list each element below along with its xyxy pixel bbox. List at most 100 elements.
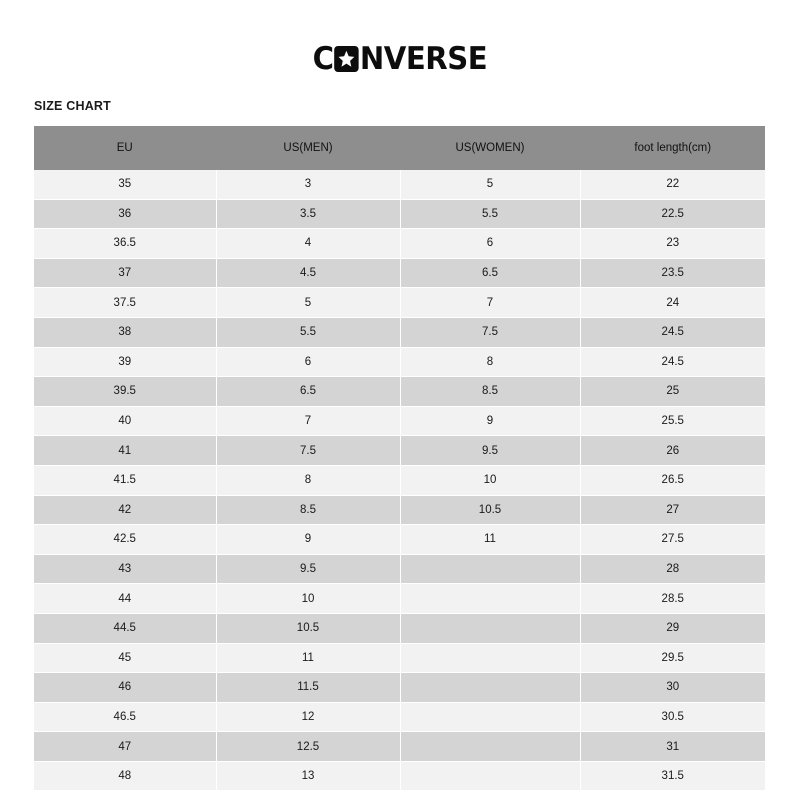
cell-us-women	[400, 731, 581, 762]
cell-eu: 41	[34, 435, 217, 466]
column-header-eu: EU	[34, 126, 217, 170]
cell-eu: 37	[34, 258, 217, 289]
cell-us-men: 12	[216, 702, 401, 733]
cell-foot-length: 26	[580, 435, 765, 466]
cell-us-women	[400, 672, 581, 703]
table-row: 45 11 29.5	[34, 643, 765, 674]
cell-us-men: 8	[216, 465, 401, 496]
table-row: 47 12.5 31	[34, 731, 765, 762]
cell-us-women: 7.5	[400, 317, 581, 348]
cell-eu: 46	[34, 672, 217, 703]
cell-eu: 48	[34, 761, 217, 792]
cell-us-women: 5	[400, 170, 581, 200]
table-row: 44.5 10.5 29	[34, 613, 765, 644]
cell-eu: 42.5	[34, 524, 217, 555]
cell-eu: 41.5	[34, 465, 217, 496]
cell-foot-length: 27.5	[580, 524, 765, 555]
cell-foot-length: 29	[580, 613, 765, 644]
cell-foot-length: 27	[580, 495, 765, 526]
cell-foot-length: 22.5	[580, 199, 765, 230]
page-title: SIZE CHART	[34, 99, 111, 113]
cell-eu: 45	[34, 643, 217, 674]
cell-foot-length: 23	[580, 228, 765, 259]
cell-eu: 40	[34, 406, 217, 437]
cell-us-women: 6.5	[400, 258, 581, 289]
cell-eu: 43	[34, 554, 217, 585]
cell-us-men: 10.5	[216, 613, 401, 644]
cell-eu: 35	[34, 170, 217, 200]
column-header-us-men: US(MEN)	[216, 126, 401, 170]
cell-us-women	[400, 761, 581, 792]
table-row: 37 4.5 6.5 23.5	[34, 258, 765, 289]
cell-eu: 44.5	[34, 613, 217, 644]
table-row: 48 13 31.5	[34, 761, 765, 792]
cell-us-men: 3.5	[216, 199, 401, 230]
table-row: 36 3.5 5.5 22.5	[34, 199, 765, 230]
table-row: 42.5 9 11 27.5	[34, 524, 765, 555]
table-row: 40 7 9 25.5	[34, 406, 765, 437]
cell-us-women: 9	[400, 406, 581, 437]
brand-wordmark: C NVERSE	[312, 40, 488, 77]
cell-foot-length: 24.5	[580, 317, 765, 348]
cell-us-women	[400, 583, 581, 614]
cell-eu: 36	[34, 199, 217, 230]
brand-logo: C NVERSE	[0, 40, 800, 78]
size-chart-table: EU US(MEN) US(WOMEN) foot length(cm) 35 3…	[34, 126, 765, 792]
cell-foot-length: 30	[580, 672, 765, 703]
cell-us-men: 3	[216, 170, 401, 200]
table-row: 41.5 8 10 26.5	[34, 465, 765, 496]
cell-us-men: 11.5	[216, 672, 401, 703]
cell-eu: 36.5	[34, 228, 217, 259]
table-header: EU US(MEN) US(WOMEN) foot length(cm)	[34, 126, 765, 170]
cell-us-women: 10.5	[400, 495, 581, 526]
cell-eu: 37.5	[34, 287, 217, 318]
cell-eu: 39	[34, 347, 217, 378]
cell-foot-length: 31	[580, 731, 765, 762]
column-header-foot-length: foot length(cm)	[580, 126, 765, 170]
table-row: 39 6 8 24.5	[34, 347, 765, 378]
cell-foot-length: 31.5	[580, 761, 765, 792]
table-row: 41 7.5 9.5 26	[34, 435, 765, 466]
cell-foot-length: 28.5	[580, 583, 765, 614]
brand-text-before: C	[312, 40, 334, 77]
cell-us-women: 5.5	[400, 199, 581, 230]
cell-us-women: 8.5	[400, 376, 581, 407]
table-row: 35 3 5 22	[34, 170, 765, 200]
cell-us-men: 9.5	[216, 554, 401, 585]
cell-us-men: 11	[216, 643, 401, 674]
table-header-row: EU US(MEN) US(WOMEN) foot length(cm)	[34, 126, 765, 170]
cell-us-men: 7.5	[216, 435, 401, 466]
cell-us-men: 9	[216, 524, 401, 555]
table-row: 37.5 5 7 24	[34, 287, 765, 318]
cell-us-women	[400, 554, 581, 585]
cell-foot-length: 30.5	[580, 702, 765, 733]
cell-foot-length: 24	[580, 287, 765, 318]
cell-eu: 42	[34, 495, 217, 526]
star-icon	[334, 46, 359, 72]
table-row: 44 10 28.5	[34, 583, 765, 614]
cell-us-women: 9.5	[400, 435, 581, 466]
cell-foot-length: 22	[580, 170, 765, 200]
table-row: 43 9.5 28	[34, 554, 765, 585]
size-chart-container: EU US(MEN) US(WOMEN) foot length(cm) 35 3…	[34, 126, 765, 792]
cell-foot-length: 29.5	[580, 643, 765, 674]
cell-foot-length: 24.5	[580, 347, 765, 378]
cell-us-men: 4	[216, 228, 401, 259]
cell-foot-length: 26.5	[580, 465, 765, 496]
cell-us-men: 10	[216, 583, 401, 614]
cell-foot-length: 28	[580, 554, 765, 585]
cell-eu: 39.5	[34, 376, 217, 407]
table-row: 39.5 6.5 8.5 25	[34, 376, 765, 407]
cell-us-men: 12.5	[216, 731, 401, 762]
cell-us-women: 10	[400, 465, 581, 496]
cell-foot-length: 25	[580, 376, 765, 407]
brand-text-after: NVERSE	[359, 40, 488, 77]
cell-eu: 38	[34, 317, 217, 348]
table-row: 36.5 4 6 23	[34, 228, 765, 259]
column-header-us-women: US(WOMEN)	[400, 126, 581, 170]
cell-us-men: 5	[216, 287, 401, 318]
cell-us-women: 6	[400, 228, 581, 259]
cell-eu: 44	[34, 583, 217, 614]
cell-us-women	[400, 613, 581, 644]
table-row: 42 8.5 10.5 27	[34, 495, 765, 526]
